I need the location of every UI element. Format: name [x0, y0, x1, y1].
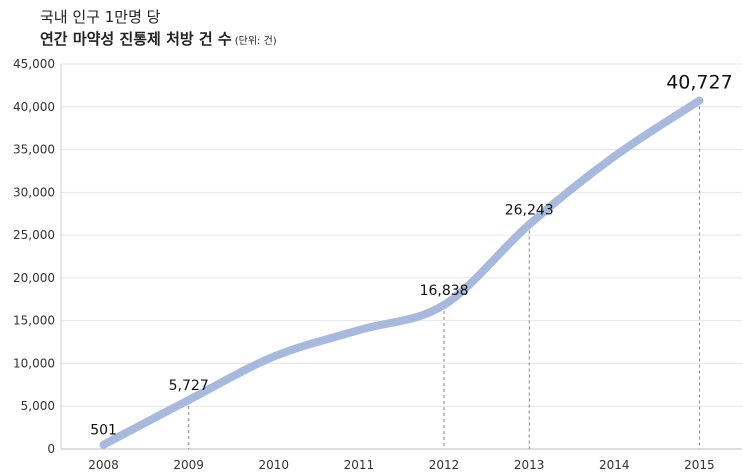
- data-label: 501: [90, 423, 117, 439]
- y-tick-label: 5,000: [21, 399, 55, 413]
- data-point: [695, 96, 704, 105]
- data-label: 5,727: [169, 378, 209, 394]
- x-tick-label: 2011: [344, 458, 375, 472]
- data-label: 26,243: [505, 202, 554, 218]
- data-point: [440, 300, 449, 309]
- data-point: [610, 152, 619, 161]
- y-tick-label: 0: [47, 442, 55, 456]
- x-tick-label: 2008: [88, 458, 119, 472]
- y-tick-label: 15,000: [13, 314, 55, 328]
- y-tick-label: 40,000: [13, 100, 55, 114]
- data-point: [99, 440, 108, 449]
- y-tick-label: 30,000: [13, 185, 55, 199]
- y-tick-label: 45,000: [13, 57, 55, 71]
- x-tick-label: 2010: [259, 458, 290, 472]
- data-label: 16,838: [420, 283, 469, 299]
- x-tick-label: 2013: [514, 458, 545, 472]
- chart-title: 국내 인구 1만명 당 연간 마약성 진통제 처방 건 수 (단위: 건): [40, 6, 277, 53]
- chart-title-line2-text: 연간 마약성 진통제 처방 건 수: [40, 30, 232, 48]
- chart-title-line2: 연간 마약성 진통제 처방 건 수 (단위: 건): [40, 28, 277, 53]
- y-tick-label: 10,000: [13, 356, 55, 370]
- series-line: [99, 96, 704, 449]
- data-point: [354, 326, 363, 335]
- x-tick-label: 2009: [173, 458, 204, 472]
- unit-note: (단위: 건): [234, 36, 277, 47]
- y-tick-label: 20,000: [13, 271, 55, 285]
- data-label: 40,727: [666, 72, 732, 94]
- x-tick-label: 2015: [684, 458, 715, 472]
- x-tick-label: 2014: [599, 458, 630, 472]
- data-point: [525, 220, 534, 229]
- y-tick-label: 35,000: [13, 143, 55, 157]
- chart-title-line1: 국내 인구 1만명 당: [40, 8, 161, 26]
- data-point: [269, 352, 278, 361]
- x-tick-label: 2012: [429, 458, 460, 472]
- y-tick-label: 25,000: [13, 228, 55, 242]
- data-point: [184, 396, 193, 405]
